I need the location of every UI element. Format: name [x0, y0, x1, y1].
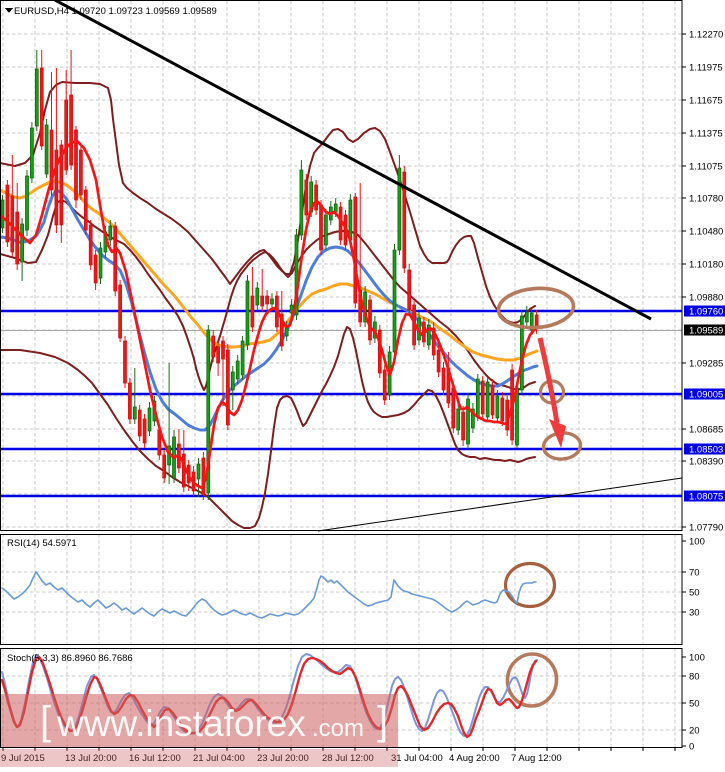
svg-text:1.10480: 1.10480 [689, 227, 723, 238]
svg-text:1.11975: 1.11975 [689, 63, 723, 74]
svg-text:1.08685: 1.08685 [689, 425, 723, 436]
svg-text:1.10180: 1.10180 [689, 260, 723, 271]
svg-text:80: 80 [689, 672, 700, 683]
svg-text:1.08503: 1.08503 [689, 445, 723, 456]
svg-text:21 Jul 04:00: 21 Jul 04:00 [193, 753, 245, 764]
svg-text:16 Jul 12:00: 16 Jul 12:00 [129, 753, 181, 764]
svg-text:100: 100 [689, 537, 705, 548]
svg-text:1.09880: 1.09880 [689, 293, 723, 304]
svg-text:1.09589: 1.09589 [689, 326, 723, 337]
svg-text:www.instaforex: www.instaforex [56, 703, 306, 744]
svg-text:31 Jul 04:00: 31 Jul 04:00 [391, 753, 443, 764]
svg-text:1.08390: 1.08390 [689, 457, 723, 468]
svg-text:23 Jul 20:00: 23 Jul 20:00 [257, 753, 309, 764]
svg-text:0: 0 [689, 742, 694, 753]
svg-text:4 Aug 20:00: 4 Aug 20:00 [449, 753, 500, 764]
svg-text:]: ] [377, 699, 388, 743]
svg-text:100: 100 [689, 653, 705, 664]
svg-text:1.12270: 1.12270 [689, 30, 723, 41]
svg-text:1.11075: 1.11075 [689, 162, 723, 173]
svg-text:1.11375: 1.11375 [689, 129, 723, 140]
svg-text:9 Jul 2015: 9 Jul 2015 [1, 753, 45, 764]
svg-text:[: [ [40, 699, 51, 743]
svg-text:EURUSD,H4 1.09720 1.09723 1.0: EURUSD,H4 1.09720 1.09723 1.09569 1.0958… [14, 6, 217, 17]
svg-text:70: 70 [689, 568, 700, 579]
svg-text:1.09760: 1.09760 [689, 307, 723, 318]
svg-text:Stoch(5,3,3) 86.8960 86.7686: Stoch(5,3,3) 86.8960 86.7686 [7, 653, 133, 664]
svg-text:1.11675: 1.11675 [689, 96, 723, 107]
svg-text:30: 30 [689, 608, 700, 619]
svg-text:7 Aug 12:00: 7 Aug 12:00 [511, 753, 562, 764]
svg-text:20: 20 [689, 726, 700, 737]
svg-text:1.09285: 1.09285 [689, 359, 723, 370]
svg-text:13 Jul 20:00: 13 Jul 20:00 [65, 753, 117, 764]
svg-text:50: 50 [689, 699, 700, 710]
svg-text:1.10780: 1.10780 [689, 194, 723, 205]
svg-text:28 Jul 12:00: 28 Jul 12:00 [322, 753, 374, 764]
svg-text:1.07790: 1.07790 [689, 523, 723, 534]
svg-text:RSI(14) 54.5971: RSI(14) 54.5971 [7, 538, 77, 549]
svg-text:50: 50 [689, 588, 700, 599]
svg-text:1.08075: 1.08075 [689, 492, 723, 503]
svg-text:.com: .com [312, 715, 364, 742]
svg-text:1.09005: 1.09005 [689, 390, 723, 401]
